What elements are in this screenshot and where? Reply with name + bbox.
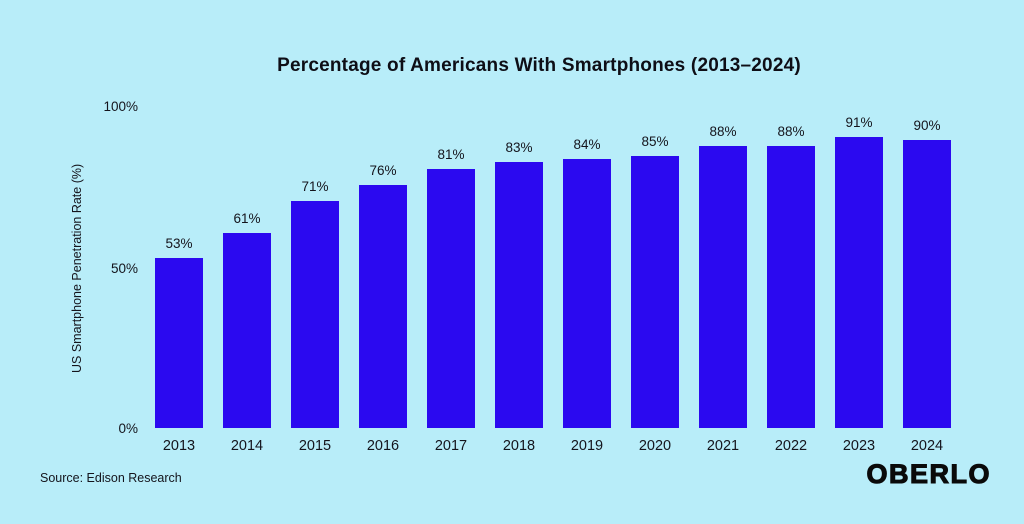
bar (699, 146, 747, 428)
bar-group: 81% 2017 (427, 108, 475, 454)
bar-group: 71% 2015 (291, 108, 339, 454)
bar-group: 61% 2014 (223, 108, 271, 454)
bar (835, 136, 883, 428)
x-axis-tick-label: 2024 (910, 438, 944, 454)
bar-value-label: 53% (165, 236, 193, 252)
y-axis-tick-50: 50% (110, 261, 138, 276)
y-axis-tick-100: 100% (103, 99, 138, 114)
bar (427, 168, 475, 428)
bar (223, 232, 271, 428)
x-axis-tick-label: 2013 (162, 438, 196, 454)
bar-group: 84% 2019 (563, 108, 611, 454)
x-axis-tick-label: 2022 (774, 438, 808, 454)
bar-value-label: 84% (573, 137, 601, 153)
bar (767, 146, 815, 428)
bar-plot: 53% 2013 61% 2014 71% 2015 76% 2016 81% 2017 83% 20… (155, 108, 951, 454)
bar (631, 156, 679, 428)
bar (903, 140, 951, 428)
bar-group: 91% 2023 (835, 108, 883, 454)
x-axis-tick-label: 2019 (570, 438, 604, 454)
bar-group: 83% 2018 (495, 108, 543, 454)
x-axis-tick-label: 2018 (502, 438, 536, 454)
x-axis-tick-label: 2021 (706, 438, 740, 454)
bar-value-label: 88% (777, 124, 805, 140)
bar-group: 88% 2021 (699, 108, 747, 454)
bar-group: 90% 2024 (903, 108, 951, 454)
source-note: Source: Edison Research (40, 471, 182, 485)
bar-value-label: 91% (845, 114, 873, 130)
y-axis-tick-0: 0% (118, 421, 138, 436)
bar (155, 258, 203, 428)
bar-value-label: 85% (641, 134, 669, 149)
bar-value-label: 71% (301, 178, 329, 194)
bar-value-label: 83% (505, 140, 533, 156)
bar (563, 159, 611, 428)
bar-group: 53% 2013 (155, 108, 203, 454)
bar-value-label: 76% (369, 162, 397, 178)
x-axis-tick-label: 2017 (434, 438, 468, 454)
bar (495, 162, 543, 428)
bar-group: 88% 2022 (767, 108, 815, 454)
bar-value-label: 81% (437, 146, 465, 162)
bar-group: 76% 2016 (359, 108, 407, 454)
x-axis-tick-label: 2023 (842, 438, 876, 454)
oberlo-logo: OBERLO (866, 458, 991, 489)
bar-value-label: 90% (913, 118, 941, 133)
x-axis-tick-label: 2014 (230, 438, 264, 454)
bar-value-label: 61% (233, 210, 261, 226)
bar (359, 184, 407, 428)
bar (291, 200, 339, 428)
x-axis-tick-label: 2016 (366, 438, 400, 454)
x-axis-tick-label: 2020 (638, 438, 672, 454)
bar-group: 85% 2020 (631, 108, 679, 454)
chart-title: Percentage of Americans With Smartphones… (277, 55, 801, 76)
bar-value-label: 88% (709, 124, 737, 140)
x-axis-tick-label: 2015 (298, 438, 332, 454)
